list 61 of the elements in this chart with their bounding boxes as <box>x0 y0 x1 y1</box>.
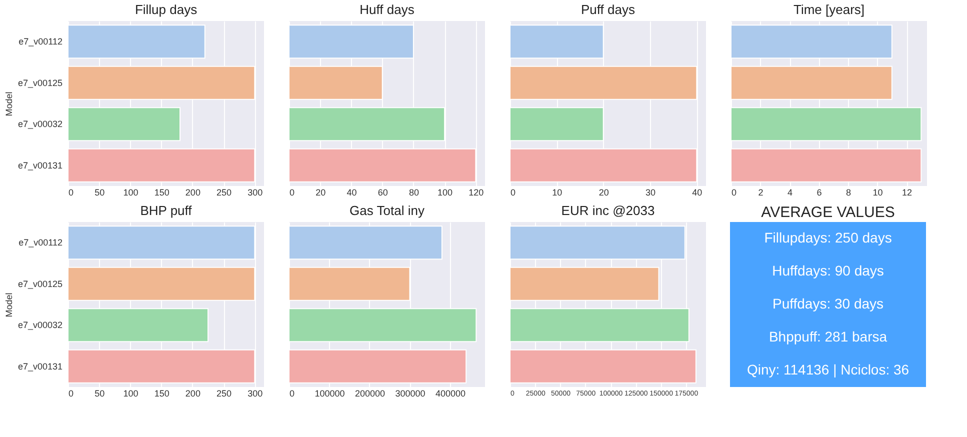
x-tick-label: 120 <box>468 188 484 198</box>
x-tick-label: 50 <box>94 388 105 398</box>
y-tick-label: e7_v00125 <box>18 78 62 88</box>
text: Bhppuff: 281 barsa <box>768 328 888 344</box>
chart-title: Gas Total iny <box>350 203 425 218</box>
x-tick-label: 2 <box>758 188 764 198</box>
y-tick-label: e7_v00112 <box>18 238 62 248</box>
x-tick-label: 150 <box>154 188 170 198</box>
x-tick-label: 200000 <box>354 388 386 398</box>
x-tick-label: 20 <box>316 188 326 198</box>
y-tick-label: e7_v00125 <box>18 278 62 289</box>
chart-title: Fillup days <box>134 2 198 17</box>
x-tick-label: 0 <box>732 188 737 198</box>
chart-title: Huff days <box>360 2 415 17</box>
text: AVERAGE VALUES <box>761 204 895 221</box>
y-tick-label: e7_v00131 <box>18 160 62 170</box>
y-tick-label: e7_v00032 <box>18 320 62 330</box>
y-tick-label: e7_v00032 <box>18 119 62 130</box>
x-tick-label: 30 <box>645 188 656 198</box>
x-tick-label: 60 <box>378 188 388 198</box>
x-tick-label: 100000 <box>314 388 345 398</box>
x-tick-label: 40 <box>346 188 357 198</box>
chart-title: Time [years] <box>793 2 865 17</box>
x-tick-label: 250 <box>216 388 232 398</box>
x-tick-label: 100 <box>438 188 453 198</box>
chart-title: EUR inc @2033 <box>561 203 655 218</box>
x-tick-label: 10 <box>552 188 562 198</box>
x-tick-label: 300000 <box>395 388 426 398</box>
x-tick-label: 10 <box>872 188 883 198</box>
x-tick-label: 0 <box>290 188 295 198</box>
x-tick-label: 200 <box>185 388 200 398</box>
y-tick-label: e7_v00112 <box>18 36 62 47</box>
x-tick-label: 250 <box>216 188 232 198</box>
text: Fillupdays: 250 days <box>764 230 892 246</box>
y-axis-title: Model <box>4 292 14 318</box>
x-tick-label: 0 <box>68 388 74 398</box>
x-tick-label: 0 <box>68 188 74 198</box>
x-tick-label: 6 <box>816 188 822 198</box>
x-tick-label: 300 <box>248 188 263 198</box>
x-tick-label: 40 <box>692 188 702 198</box>
x-tick-label: 20 <box>598 188 609 198</box>
x-tick-label: 100 <box>123 188 138 198</box>
x-tick-label: 150 <box>154 388 170 398</box>
x-tick-label: 12 <box>902 188 912 198</box>
y-tick-label: e7_v00131 <box>18 361 62 372</box>
x-tick-label: 100 <box>123 388 138 398</box>
y-axis-title: Model <box>4 92 14 116</box>
text: Qiny: 114136 | Nciclos: 36 <box>746 362 910 378</box>
x-tick-label: 4 <box>788 188 793 198</box>
x-tick-label: 0 <box>510 188 516 198</box>
x-tick-label: 400000 <box>435 388 466 398</box>
text: Puffdays: 30 days <box>772 296 884 312</box>
chart-title: BHP puff <box>140 203 192 218</box>
x-tick-label: 200 <box>185 188 200 198</box>
chart-title: Puff days <box>581 2 636 17</box>
text: Huffdays: 90 days <box>772 262 884 278</box>
x-tick-label: 8 <box>846 188 852 198</box>
x-tick-label: 300 <box>248 388 263 398</box>
x-tick-label: 80 <box>408 188 419 198</box>
x-tick-label: 0 <box>290 388 295 398</box>
x-tick-label: 50 <box>94 188 105 198</box>
